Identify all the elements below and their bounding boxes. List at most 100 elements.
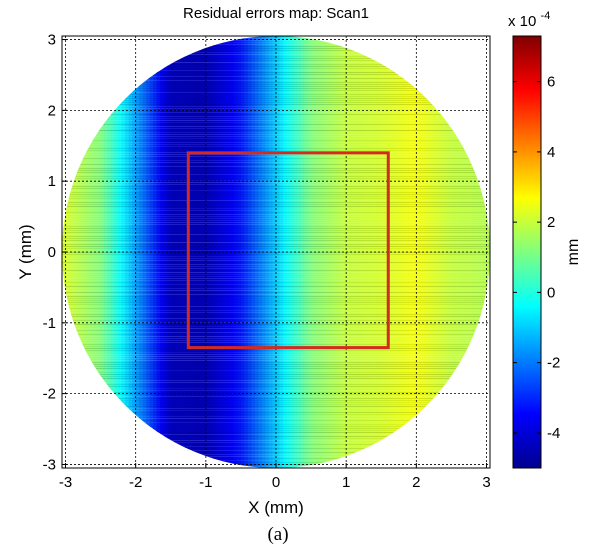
field-column xyxy=(346,36,351,468)
field-column xyxy=(251,36,256,468)
highlight-box xyxy=(186,151,390,350)
scan-streak xyxy=(62,94,490,95)
field-column xyxy=(79,36,84,468)
scan-streak xyxy=(62,430,490,431)
colorbar-exponent: -4 xyxy=(541,10,551,22)
scan-streak xyxy=(62,238,490,239)
field-column xyxy=(226,36,232,468)
scan-streak xyxy=(62,118,490,119)
scan-streak xyxy=(62,382,490,383)
scan-streak xyxy=(62,70,490,71)
scan-streak xyxy=(62,78,490,79)
figure-caption: (a) xyxy=(267,524,288,545)
field-column xyxy=(258,36,263,468)
x-tick-label: 0 xyxy=(272,474,280,491)
scan-streak xyxy=(62,194,490,195)
scan-streak xyxy=(62,298,490,299)
scan-streak xyxy=(62,234,490,235)
field-column xyxy=(342,36,347,468)
scan-streak xyxy=(62,138,490,139)
field-column xyxy=(163,36,169,468)
field-column xyxy=(230,36,235,468)
scan-streak xyxy=(62,206,490,207)
scan-streak xyxy=(62,338,490,339)
field-column xyxy=(391,36,397,468)
field-column xyxy=(146,36,151,468)
field-column xyxy=(198,36,204,468)
scan-streak xyxy=(62,450,490,451)
scan-streak xyxy=(62,454,490,455)
field-column xyxy=(458,36,463,468)
scan-streak xyxy=(62,390,490,391)
scan-streak xyxy=(62,130,490,131)
scan-streak xyxy=(62,58,490,59)
scan-streak xyxy=(62,98,490,99)
field-column xyxy=(402,36,407,468)
field-column xyxy=(233,36,239,468)
field-column xyxy=(167,36,172,468)
scan-streak xyxy=(62,314,490,315)
scan-streak xyxy=(62,370,490,371)
scan-streak xyxy=(62,186,490,187)
scan-streak xyxy=(62,282,490,283)
scan-streak xyxy=(62,246,490,247)
scan-streak xyxy=(62,162,490,163)
scan-streak xyxy=(62,250,490,251)
field-column xyxy=(170,36,176,468)
field-column xyxy=(367,36,372,468)
scan-streak xyxy=(62,90,490,91)
scan-streak xyxy=(62,82,490,83)
x-tick-label: -2 xyxy=(129,474,142,491)
y-tick-label: -1 xyxy=(43,315,56,332)
scan-streak xyxy=(62,226,490,227)
scan-streak xyxy=(62,342,490,343)
scan-streak xyxy=(62,142,490,143)
field-column xyxy=(118,36,123,468)
scan-streak xyxy=(62,414,490,415)
scan-streak xyxy=(62,358,490,359)
scan-streak xyxy=(62,218,490,219)
scan-streak xyxy=(62,170,490,171)
scan-streak xyxy=(62,406,490,407)
scan-streak xyxy=(62,286,490,287)
field-column xyxy=(142,36,147,468)
field-column xyxy=(335,36,340,468)
colorbar-tick-label: 6 xyxy=(547,74,555,91)
colorbar-tick-label: 0 xyxy=(547,284,555,301)
scan-streak xyxy=(62,334,490,335)
scan-streak xyxy=(62,306,490,307)
scan-streak xyxy=(62,462,490,463)
field-column xyxy=(490,36,494,468)
scan-streak xyxy=(62,150,490,151)
scan-streak xyxy=(62,202,490,203)
scan-streak xyxy=(62,50,490,51)
field-column xyxy=(135,36,140,468)
scan-streak xyxy=(62,158,490,159)
colorbar-tick-label: 4 xyxy=(547,144,555,161)
colorbar-multiplier-base: x 10 xyxy=(508,13,536,30)
y-tick-label: -2 xyxy=(43,386,56,403)
scan-streak xyxy=(62,294,490,295)
scan-streak xyxy=(62,350,490,351)
scan-streak xyxy=(62,434,490,435)
scan-streak xyxy=(62,62,490,63)
field-column xyxy=(254,36,260,468)
scan-streak xyxy=(62,198,490,199)
scan-streak xyxy=(62,318,490,319)
scan-streak xyxy=(62,362,490,363)
colorbar-label: mm xyxy=(565,239,582,266)
scan-streak xyxy=(62,354,490,355)
y-axis-label: Y (mm) xyxy=(16,224,35,279)
scan-streak xyxy=(62,442,490,443)
y-tick-label: 2 xyxy=(48,102,56,119)
field-column xyxy=(454,36,460,468)
field-column xyxy=(307,36,312,468)
field-column xyxy=(290,36,295,468)
scan-streak xyxy=(62,66,490,67)
field-column xyxy=(111,36,116,468)
scan-streak xyxy=(62,222,490,223)
colorbar-tick-label: -2 xyxy=(547,355,560,372)
scan-streak xyxy=(62,418,490,419)
colorbar-multiplier: x 10 -4 xyxy=(508,10,550,30)
